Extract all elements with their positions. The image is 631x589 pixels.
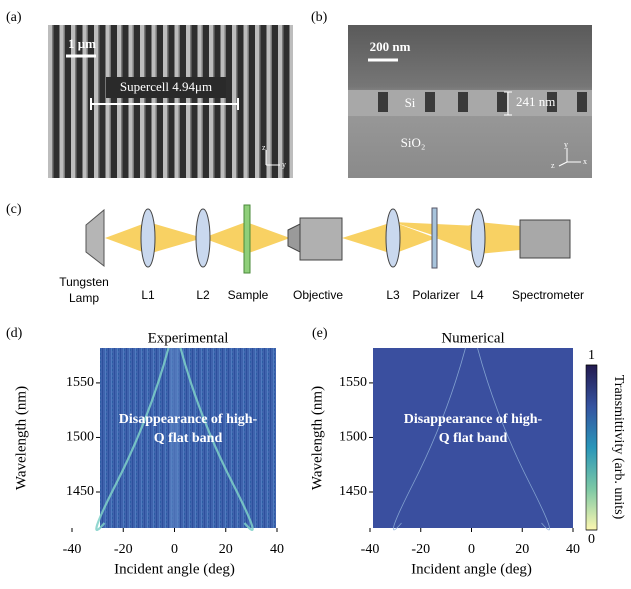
panel-label: (d) — [6, 326, 23, 341]
x-tick-label: 20 — [219, 542, 233, 557]
scale-label: 1 μm — [68, 36, 96, 51]
label-box — [106, 77, 226, 98]
y-tick-label: 1500 — [66, 430, 94, 445]
heatmap — [100, 348, 276, 528]
part-label: L3 — [386, 288, 400, 302]
scale-label: 200 nm — [370, 39, 411, 54]
annotation: Q flat band — [439, 431, 508, 446]
colorbar-tick-label: 1 — [588, 348, 595, 363]
axis-letter: z — [551, 161, 555, 170]
part-label: Sample — [228, 288, 269, 302]
part-label: Spectrometer — [512, 288, 584, 302]
thickness-label: 241 nm — [516, 94, 555, 109]
x-tick-label: 20 — [515, 542, 529, 557]
part-label: Tungsten Lamp — [59, 275, 109, 305]
grating-gaps — [378, 92, 587, 112]
band — [95, 347, 170, 531]
y-axis-label: Wavelength (nm) — [309, 386, 325, 490]
x-axis-label: Incident angle (deg) — [114, 561, 235, 577]
x-tick-label: -40 — [361, 542, 380, 557]
y-tick-label: 1550 — [339, 375, 367, 390]
part-label: L2 — [196, 288, 210, 302]
layer-label: Si — [405, 95, 416, 110]
band — [392, 347, 466, 531]
center-band — [169, 348, 180, 528]
x-tick-label: 0 — [468, 542, 475, 557]
part-label: L1 — [141, 288, 155, 302]
y-tick-label: 1450 — [339, 484, 367, 499]
spectrometer — [519, 219, 571, 259]
y-tick-label: 1500 — [339, 430, 367, 445]
lamp — [85, 208, 105, 268]
annotation: Q flat band — [154, 431, 223, 446]
annotation: Disappearance of high- — [119, 412, 258, 427]
light-beam — [105, 222, 520, 254]
x-tick-label: 40 — [566, 542, 580, 557]
part-label: Objective — [293, 288, 343, 302]
annotation: Disappearance of high- — [404, 412, 543, 427]
axis-letter: y — [564, 140, 568, 149]
panel-label: (e) — [312, 326, 328, 341]
axis-glyph — [265, 150, 280, 166]
chart-title: Numerical — [441, 330, 504, 346]
lenses — [140, 208, 486, 268]
axis-letter: y — [282, 160, 286, 169]
y-tick-label: 1450 — [66, 484, 94, 499]
objective — [299, 217, 343, 261]
x-tick-label: -40 — [63, 542, 82, 557]
chart-title: Experimental — [148, 330, 229, 346]
sample — [243, 204, 251, 274]
axis-letter: z — [262, 143, 266, 152]
band — [179, 347, 254, 531]
supercell-label: Supercell 4.94μm — [120, 79, 212, 94]
objective-tip — [287, 223, 301, 253]
y-axis-label: Wavelength (nm) — [13, 386, 29, 490]
band — [477, 347, 551, 531]
y-tick-label: 1550 — [66, 375, 94, 390]
layer-label: SiO₂ — [401, 135, 426, 150]
x-tick-label: -20 — [114, 542, 133, 557]
sem-image — [48, 25, 293, 178]
colorbar-label: Transmittivity (arb. units) — [611, 375, 626, 520]
x-tick-label: -20 — [411, 542, 430, 557]
part-label: L4 — [470, 288, 484, 302]
x-tick-label: 0 — [171, 542, 178, 557]
colorbar — [585, 364, 598, 531]
polarizer — [431, 207, 438, 269]
axis-glyph — [558, 148, 581, 167]
colorbar-tick-label: 0 — [588, 532, 595, 547]
x-tick-label: 40 — [270, 542, 284, 557]
axis-letter: x — [583, 157, 587, 166]
panel-label: (a) — [6, 10, 22, 25]
thickness-bracket — [504, 91, 512, 116]
panel-label: (c) — [6, 202, 22, 217]
part-label: Polarizer — [412, 288, 459, 302]
x-axis-label: Incident angle (deg) — [411, 561, 532, 577]
panel-label: (b) — [311, 10, 328, 25]
